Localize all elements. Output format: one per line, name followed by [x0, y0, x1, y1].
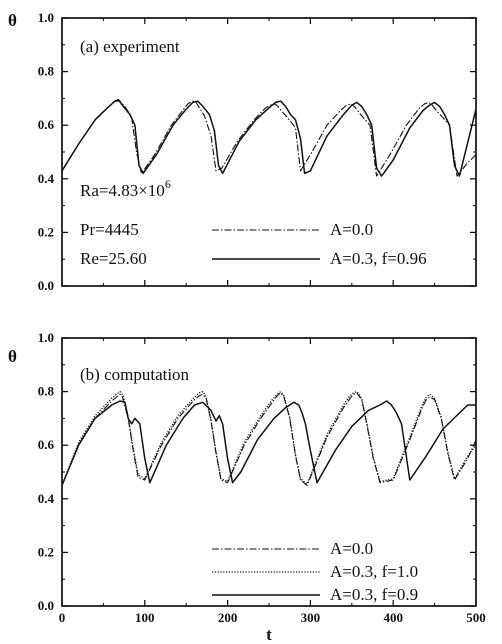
- y-tick-label: 0.4: [38, 171, 55, 186]
- legend-label-a1: A=0.3, f=0.96: [330, 249, 427, 268]
- series-line-1: [61, 98, 477, 177]
- y-tick-label: 1.0: [38, 10, 54, 25]
- legend-label-a0: A=0.0: [330, 220, 373, 239]
- y-tick-label: 0.8: [38, 64, 55, 79]
- y-tick-label: 0.0: [38, 278, 54, 293]
- panel-experiment: θ (a) experiment Ra=4.83×106 Pr=4445 Re=…: [8, 10, 477, 293]
- x-tick-label: 100: [135, 610, 155, 625]
- y-axis-label-a: θ: [8, 11, 17, 30]
- x-axis-label: t: [266, 625, 272, 644]
- series-line-1: [61, 390, 477, 486]
- series-group-b: [61, 390, 477, 486]
- y-tick-label: 1.0: [38, 330, 54, 345]
- x-tick-label: 0: [59, 610, 66, 625]
- x-tick-label: 400: [383, 610, 403, 625]
- x-tick-label: 500: [466, 610, 486, 625]
- y-tick-label: 0.6: [38, 437, 55, 452]
- annotation-pr: Pr=4445: [80, 220, 139, 239]
- series-line-0: [61, 392, 477, 486]
- panel-title-a: (a) experiment: [80, 37, 180, 56]
- annotation-ra-exponent: 6: [165, 177, 171, 191]
- y-axis-b: 0.0 0.2 0.4 0.6 0.8 1.0: [38, 330, 476, 613]
- y-tick-label: 0.2: [38, 544, 54, 559]
- series-line-2: [61, 400, 476, 486]
- y-tick-label: 0.2: [38, 224, 54, 239]
- series-line-0: [61, 100, 477, 177]
- y-tick-label: 0.8: [38, 384, 55, 399]
- annotation-re: Re=25.60: [80, 249, 147, 268]
- annotation-ra-base: Ra=4.83×10: [80, 181, 165, 200]
- panel-title-b: (b) computation: [80, 365, 190, 384]
- y-axis-a: 0.0 0.2 0.4 0.6 0.8 1.0: [38, 10, 477, 293]
- legend-label-b2: A=0.3, f=0.9: [330, 585, 418, 604]
- y-tick-label: 0.6: [38, 117, 55, 132]
- legend-label-b1: A=0.3, f=1.0: [330, 562, 418, 581]
- legend-b: A=0.0 A=0.3, f=1.0 A=0.3, f=0.9: [212, 539, 418, 604]
- series-group-a: [61, 98, 477, 177]
- x-axis-b: 0 100 200 300 400 500: [59, 338, 486, 625]
- plot-frame-a: [61, 17, 477, 287]
- y-axis-label-b: θ: [8, 347, 17, 366]
- y-tick-label: 0.4: [38, 491, 55, 506]
- legend-label-b0: A=0.0: [330, 539, 373, 558]
- x-tick-label: 200: [218, 610, 238, 625]
- panel-computation: θ (b) computation 0.0 0.2 0.4 0.6 0.8 1.0 0 10…: [8, 330, 486, 644]
- legend-a: A=0.0 A=0.3, f=0.96: [212, 220, 427, 268]
- x-tick-label: 300: [301, 610, 321, 625]
- annotation-ra: Ra=4.83×106: [80, 177, 171, 200]
- y-tick-label: 0.0: [38, 598, 54, 613]
